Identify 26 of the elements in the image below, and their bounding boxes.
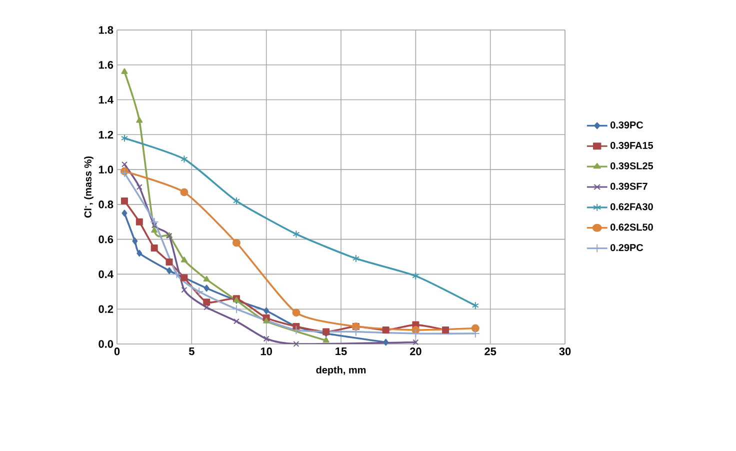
legend-label: 0.39PC xyxy=(610,121,644,129)
y-tick-label: 0.0 xyxy=(98,340,114,348)
y-tick-label: 1.4 xyxy=(98,96,114,104)
legend-label: 0.62SL50 xyxy=(610,224,653,231)
x-tick-label: 25 xyxy=(484,348,496,356)
x-tick-label: 0 xyxy=(114,348,120,356)
y-tick-label: 0.8 xyxy=(98,200,114,208)
x-axis-title: depth, mm xyxy=(316,366,366,376)
y-tick-label: 1.0 xyxy=(98,166,114,174)
y-tick-label: 1.6 xyxy=(98,61,114,69)
y-tick-label: 0.6 xyxy=(98,235,114,244)
y-axis-title: Cl$^{-}$, (mass %) xyxy=(84,156,94,218)
x-tick-label: 20 xyxy=(410,348,422,356)
legend-label: 0.39SF7 xyxy=(610,182,648,190)
legend-label: 0.29PC xyxy=(610,244,644,252)
y-tick-label: 0.2 xyxy=(98,305,114,313)
y-tick-label: 0.4 xyxy=(98,270,114,278)
legend-label: 0.39FA15 xyxy=(610,142,654,149)
x-tick-label: 30 xyxy=(559,348,571,356)
x-tick-label: 15 xyxy=(336,348,347,356)
x-tick-label: 10 xyxy=(260,348,272,356)
legend-label: 0.39SL25 xyxy=(610,162,654,170)
x-tick-label: 5 xyxy=(188,348,194,356)
y-tick-label: 1.8 xyxy=(98,26,114,34)
legend-label: 0.62FA30 xyxy=(610,203,653,210)
y-tick-label: 1.2 xyxy=(98,130,114,138)
